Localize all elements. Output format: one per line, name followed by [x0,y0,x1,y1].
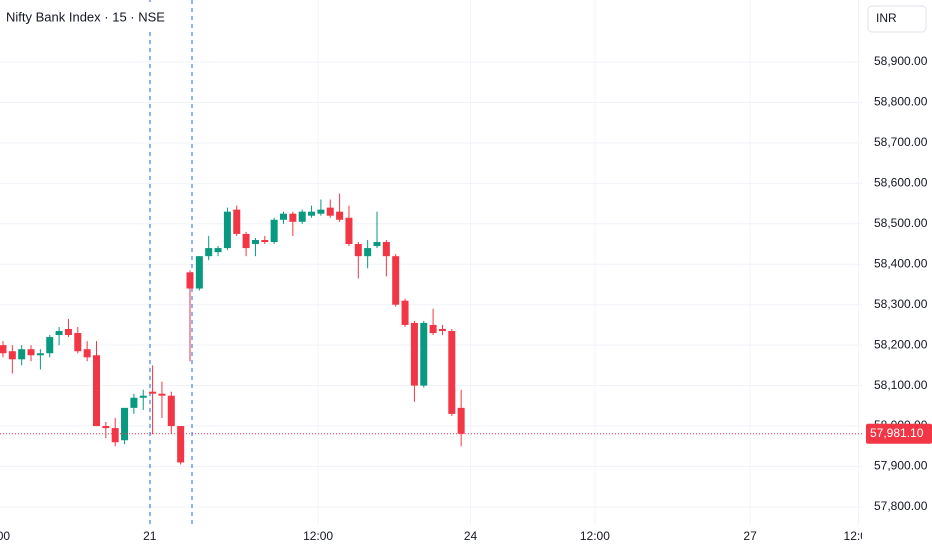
y-tick-label: 58,600.00 [874,176,928,190]
candle-body [195,256,203,289]
candle-body [242,233,250,249]
last-price-box [866,423,932,444]
candle-body [64,328,72,336]
candle-body [149,391,157,394]
candle-body [308,211,316,216]
candle-body [121,407,129,441]
candle-body [364,248,372,257]
y-tick-label: 58,400.00 [874,256,928,270]
candle-body [279,213,287,220]
candle-body [373,242,381,247]
candle-body [298,211,306,222]
y-tick-label: 57,800.00 [874,499,928,513]
y-tick-label: 58,100.00 [874,378,928,392]
candle-body [317,209,325,214]
candle-body [233,209,241,234]
candle-body [261,239,269,243]
candle-body [27,349,35,356]
candle-body [186,272,194,289]
x-tick-label: 12:00 [303,529,333,543]
price-axis [862,0,932,550]
candle-body [214,248,222,253]
candle-body [46,337,54,354]
candle-body [74,333,82,352]
x-tick-label: 12:00 [580,529,610,543]
y-tick-label: 58,900.00 [874,54,928,68]
candle-body [83,349,91,358]
x-tick-label: 21 [143,529,157,543]
y-tick-label: 58,800.00 [874,95,928,109]
candle-body [177,426,185,463]
candle-body [336,211,344,220]
candle-body [158,393,166,396]
x-tick-label: 12:00 [0,529,10,543]
candle-body [354,244,362,257]
currency: INR [876,11,897,25]
y-tick-label: 58,300.00 [874,297,928,311]
candle-body [410,322,418,386]
candle-body [270,219,278,243]
x-tick-label: 12:00 [844,529,874,543]
candle-body [102,426,110,429]
chart-title: Nifty Bank Index · 15 · NSE [6,9,165,24]
candle-body [205,248,213,257]
candle-body [392,256,400,305]
y-tick-label: 57,900.00 [874,459,928,473]
x-tick-label: 24 [464,529,478,543]
candle-body [55,331,63,336]
candle-body [223,211,231,249]
x-tick-label: 27 [743,529,757,543]
title-bg [0,2,152,32]
y-tick-label: 58,700.00 [874,135,928,149]
candle-body [8,351,16,360]
candle-body [139,395,147,398]
candle-body [289,213,297,222]
candle-body [0,345,7,354]
candle-body [111,428,119,443]
y-tick-label: 58,200.00 [874,337,928,351]
y-tick-label: 58,500.00 [874,216,928,230]
candle-body [36,353,44,356]
candle-body [345,217,353,245]
candle-body [401,300,409,325]
candle-body [382,242,390,257]
candle-body [429,324,437,334]
candle-body [457,407,465,434]
candle-body [18,349,26,360]
candle-body [130,397,138,408]
last-price-label: 57,981.10 [870,426,924,440]
candle-body [448,331,456,414]
candle-body [92,355,100,427]
candle-body [420,322,428,386]
candle-body [438,328,446,332]
currency-button[interactable] [867,5,927,33]
candle-body [326,207,334,216]
candle-body [167,395,175,427]
candle-body [251,239,259,245]
